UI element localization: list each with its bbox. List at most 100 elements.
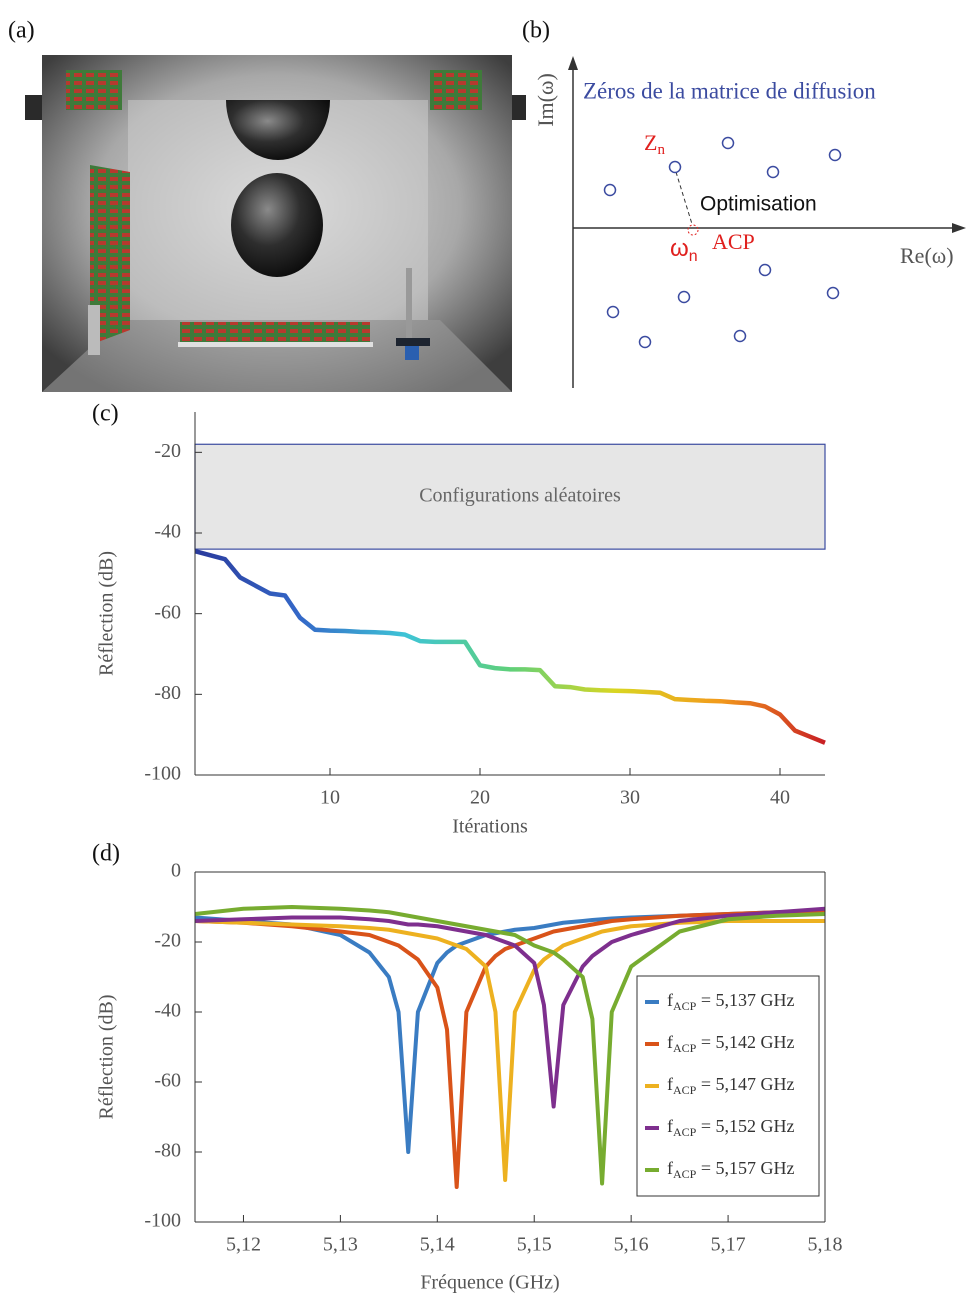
legend-label: fACP = 5,152 GHz — [667, 1116, 794, 1139]
y-tick-label: -100 — [144, 763, 181, 785]
x-tick-label: 5,17 — [711, 1234, 746, 1256]
legend-label-part: f — [667, 990, 673, 1010]
plot — [194, 905, 826, 1189]
acp-point — [687, 224, 699, 236]
y-tick-label: -60 — [154, 1070, 181, 1092]
legend-label-part: f — [667, 1074, 673, 1094]
legend-label-part: ACP — [673, 1125, 697, 1139]
line — [194, 919, 825, 1182]
x-tick-label: 30 — [620, 787, 640, 809]
legend-label-part: f — [667, 1032, 673, 1052]
zero — [826, 286, 840, 300]
optimisation-label: Optimisation — [700, 193, 817, 216]
panel-label: (d) — [92, 841, 120, 867]
zero — [758, 263, 772, 277]
y-tick-label: -40 — [154, 1000, 181, 1022]
sphere — [231, 173, 323, 277]
x-tick-label: 5,14 — [420, 1234, 455, 1256]
legend-label-part: = 5,157 GHz — [696, 1158, 794, 1178]
zeros — [603, 136, 842, 349]
legend-label: fACP = 5,142 GHz — [667, 1032, 794, 1055]
legend-label-part: f — [667, 1116, 673, 1136]
frame — [88, 305, 100, 355]
legend-label-part: = 5,152 GHz — [696, 1116, 794, 1136]
arrowhead — [952, 223, 966, 233]
line — [194, 905, 826, 1186]
zero — [766, 165, 780, 179]
legend-label-part: = 5,142 GHz — [696, 1032, 794, 1052]
x-axis-label: Fréquence (GHz) — [420, 1272, 559, 1294]
x-tick-label: 5,13 — [323, 1234, 358, 1256]
y-tick-label: -80 — [154, 682, 181, 704]
legend-label: fACP = 5,147 GHz — [667, 1074, 794, 1097]
floor-frame — [178, 342, 373, 347]
legend-label-part: ACP — [673, 1167, 697, 1181]
omega-index: n — [689, 248, 698, 265]
zero-symbol: Z — [644, 130, 657, 155]
arrowhead — [568, 56, 578, 70]
y-tick-label: -80 — [154, 1140, 181, 1162]
antenna-panel — [66, 70, 122, 110]
y-axis-label: Réflection (dB) — [96, 551, 118, 676]
legend-label-part: f — [667, 1158, 673, 1178]
zero — [721, 136, 735, 150]
zero — [606, 305, 620, 319]
x-tick-label: 40 — [770, 787, 790, 809]
legend-label-part: ACP — [673, 1083, 697, 1097]
post — [406, 268, 412, 338]
post-base — [396, 338, 430, 346]
legend-label-part: ACP — [673, 1041, 697, 1055]
x-axis-label: Itérations — [452, 816, 528, 838]
zero — [677, 290, 691, 304]
legend-label: fACP = 5,157 GHz — [667, 1158, 794, 1181]
legend-label-part: = 5,147 GHz — [696, 1074, 794, 1094]
metasurface — [90, 165, 130, 345]
x-tick-label: 5,15 — [517, 1234, 552, 1256]
legend-label-part: ACP — [673, 999, 697, 1013]
legend-box — [636, 975, 820, 1197]
y-tick-label: -20 — [154, 930, 181, 952]
band-label: Configurations aléatoires — [419, 484, 621, 506]
acp-symbol: ωn — [670, 235, 698, 265]
zero — [603, 183, 617, 197]
axis-label: Re(ω) — [900, 243, 954, 268]
side-flange — [510, 95, 526, 120]
panel-label: (a) — [8, 18, 35, 44]
y-axis-label: Réflection (dB) — [96, 995, 118, 1120]
x-tick-label: 5,18 — [808, 1234, 843, 1256]
side-flange — [25, 95, 45, 120]
floor — [42, 320, 512, 392]
x-tick-label: 10 — [320, 787, 340, 809]
line — [194, 548, 826, 745]
post-foot — [405, 346, 419, 360]
x-tick-label: 5,12 — [226, 1234, 261, 1256]
x-tick-label: 5,16 — [614, 1234, 649, 1256]
half-sphere — [226, 100, 330, 160]
y-tick-label: -100 — [144, 1210, 181, 1232]
plot: Configurations aléatoires — [194, 443, 826, 745]
panel-label: (c) — [92, 401, 119, 427]
zero — [668, 160, 682, 174]
x-tick-label: 20 — [470, 787, 490, 809]
optimisation-path — [675, 171, 693, 225]
zero-label: Zn — [644, 130, 665, 158]
y-tick-label: -20 — [154, 440, 181, 462]
y-tick-label: -60 — [154, 601, 181, 623]
zero — [828, 148, 842, 162]
floor-metasurface — [180, 322, 370, 344]
zero-index: n — [657, 142, 665, 158]
diagram-title: Zéros de la matrice de diffusion — [583, 78, 876, 103]
panel-label: (b) — [522, 18, 550, 44]
zeros-diagram: Zéros de la matrice de diffusion Im(ω) R… — [533, 56, 966, 388]
zero — [638, 335, 652, 349]
zero — [733, 329, 747, 343]
antenna-panel — [430, 70, 482, 110]
y-tick-label: -40 — [154, 521, 181, 543]
line — [194, 906, 826, 1109]
omega: ω — [670, 235, 689, 262]
y-tick-label: 0 — [171, 860, 181, 882]
legend-label: fACP = 5,137 GHz — [667, 990, 794, 1013]
line — [194, 908, 826, 1189]
